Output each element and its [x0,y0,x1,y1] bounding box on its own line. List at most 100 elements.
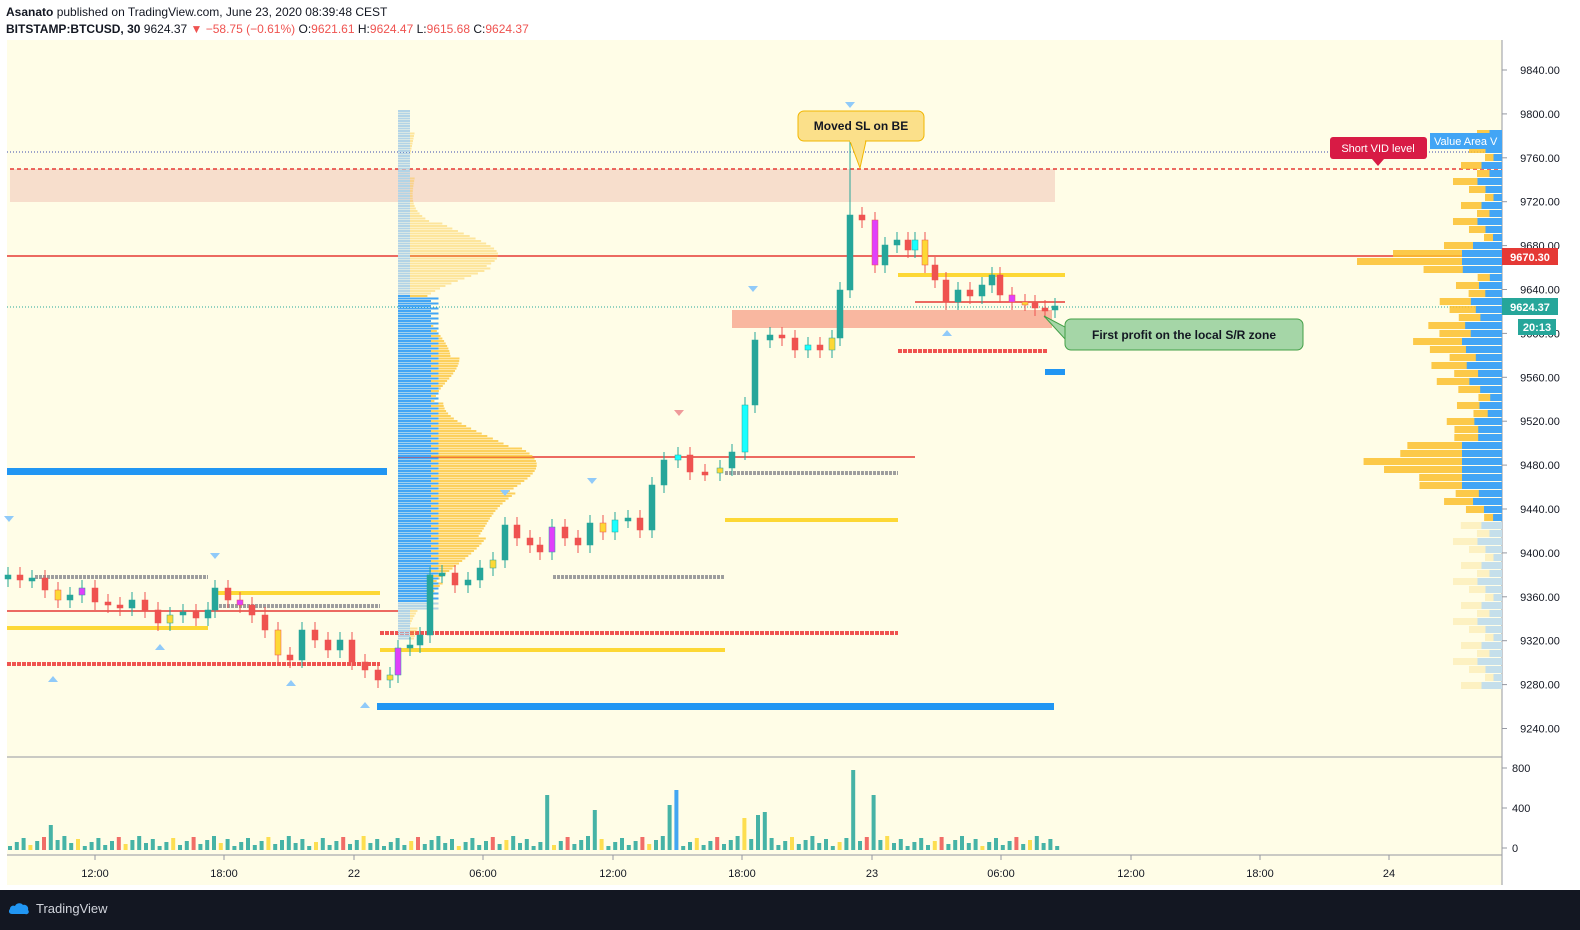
symbol-label[interactable]: BITSTAMP:BTCUSD, 30 [6,22,141,36]
short-vid-badge[interactable]: Short VID level [1330,137,1427,166]
author-name[interactable]: Asanato [6,5,54,19]
chart-canvas[interactable]: Moved SL on BE First profit on the local… [0,40,1580,890]
candle-body[interactable] [766,334,774,341]
profile-bar [398,492,439,495]
candle-body[interactable] [660,459,668,486]
candle-body[interactable] [54,589,62,601]
candle-body[interactable] [586,522,594,546]
candle-body[interactable] [871,219,879,266]
candle-body[interactable] [954,289,962,303]
candle-body[interactable] [536,544,544,553]
candle-body[interactable] [836,289,844,339]
candle-body[interactable] [911,239,919,251]
first-profit-callout[interactable]: First profit on the local S/R zone [1043,315,1304,351]
candle-body[interactable] [966,289,974,297]
candle-body[interactable] [28,577,36,582]
candle-body[interactable] [816,344,824,351]
candle-body[interactable] [701,471,709,476]
candle-body[interactable] [386,674,394,681]
candle-body[interactable] [261,614,269,631]
candle-body[interactable] [501,524,509,561]
candle-body[interactable] [858,214,866,221]
candle-body[interactable] [416,634,424,646]
candle-body[interactable] [624,517,632,522]
candle-body[interactable] [893,239,901,246]
candle-body[interactable] [394,647,402,676]
candle-body[interactable] [804,344,812,351]
candle-body[interactable] [778,334,786,339]
candle-body[interactable] [298,629,306,661]
candle-body[interactable] [16,574,24,581]
candle-body[interactable] [451,572,459,586]
candle-body[interactable] [599,522,607,533]
candle-body[interactable] [116,604,124,609]
candle-body[interactable] [476,567,484,581]
candle-body[interactable] [464,579,472,586]
candle-body[interactable] [406,644,414,649]
volume-bar [762,812,767,850]
candle-body[interactable] [426,574,434,636]
candle-body[interactable] [686,454,694,473]
candle-body[interactable] [248,604,256,616]
price-axis-panel[interactable] [1502,40,1580,890]
candle-body[interactable] [1031,302,1039,309]
candle-body[interactable] [904,239,912,251]
candle-body[interactable] [921,239,929,266]
candle-body[interactable] [728,451,736,469]
candle-body[interactable] [374,669,382,681]
candle-body[interactable] [274,629,282,656]
candle-body[interactable] [154,609,162,624]
candle-body[interactable] [141,599,149,611]
candle-body[interactable] [636,517,644,531]
candle-body[interactable] [881,244,889,266]
moved-sl-callout[interactable]: Moved SL on BE [797,110,925,170]
candle-body[interactable] [324,639,332,651]
candle-body[interactable] [489,559,497,569]
candle-body[interactable] [751,339,759,406]
candle-body[interactable] [211,587,219,611]
candle-body[interactable] [78,587,86,596]
candle-body[interactable] [348,639,356,663]
candle-body[interactable] [179,611,187,616]
candle-body[interactable] [104,601,112,606]
candle-body[interactable] [204,609,212,619]
candle-body[interactable] [988,274,996,286]
candle-body[interactable] [41,577,49,591]
candlestick-series[interactable] [4,115,1059,688]
candle-body[interactable] [4,574,12,580]
candle-body[interactable] [224,587,232,601]
candle-body[interactable] [236,599,244,606]
candle-body[interactable] [1008,294,1016,303]
candle-body[interactable] [978,284,986,297]
candle-body[interactable] [996,274,1004,296]
candle-body[interactable] [311,629,319,641]
candle-body[interactable] [674,454,682,461]
candle-body[interactable] [611,519,619,533]
candle-body[interactable] [791,337,799,351]
candle-body[interactable] [561,526,569,539]
chart-area[interactable]: Moved SL on BE First profit on the local… [0,40,1580,890]
candle-body[interactable] [513,524,521,539]
candle-body[interactable] [942,279,950,303]
candle-body[interactable] [1021,301,1029,306]
candle-body[interactable] [128,599,136,609]
candle-body[interactable] [1041,307,1049,312]
candle-body[interactable] [548,526,556,553]
candle-body[interactable] [192,611,200,619]
candle-body[interactable] [716,467,724,474]
candle-body[interactable] [166,614,174,624]
candle-body[interactable] [931,264,939,281]
candle-body[interactable] [336,639,344,651]
candle-body[interactable] [741,404,749,453]
candle-body[interactable] [286,654,294,661]
candle-body[interactable] [66,594,74,601]
candle-body[interactable] [526,537,534,546]
candle-body[interactable] [574,537,582,546]
candle-body[interactable] [828,337,836,351]
candle-body[interactable] [1051,305,1059,311]
candle-body[interactable] [648,484,656,531]
candle-body[interactable] [91,587,99,603]
candle-body[interactable] [438,572,446,577]
tradingview-logo[interactable]: TradingView [8,901,108,916]
candle-body[interactable] [361,661,369,671]
